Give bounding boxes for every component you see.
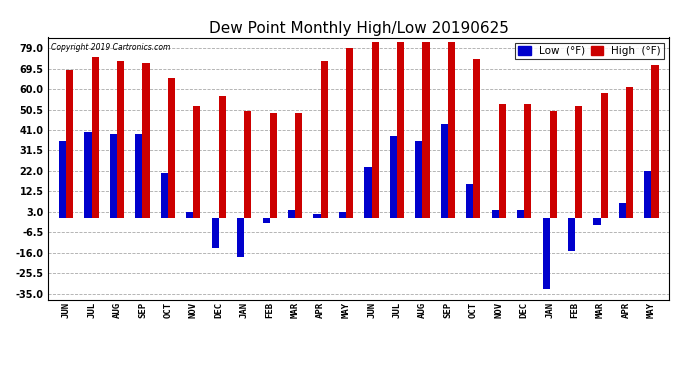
Bar: [117, 61, 124, 218]
Bar: [466, 184, 473, 218]
Bar: [186, 212, 193, 218]
Bar: [237, 218, 244, 257]
Bar: [66, 70, 73, 218]
Title: Dew Point Monthly High/Low 20190625: Dew Point Monthly High/Low 20190625: [209, 21, 509, 36]
Bar: [364, 166, 371, 218]
Legend: Low  (°F), High  (°F): Low (°F), High (°F): [515, 43, 664, 59]
Bar: [575, 106, 582, 218]
Bar: [542, 218, 550, 289]
Bar: [135, 134, 142, 218]
Text: Copyright 2019 Cartronics.com: Copyright 2019 Cartronics.com: [51, 43, 171, 52]
Bar: [244, 111, 251, 218]
Bar: [142, 63, 150, 218]
Bar: [263, 218, 270, 222]
Bar: [168, 78, 175, 218]
Bar: [593, 218, 600, 225]
Bar: [492, 210, 499, 218]
Bar: [313, 214, 321, 218]
Bar: [339, 212, 346, 218]
Bar: [626, 87, 633, 218]
Bar: [84, 132, 92, 218]
Bar: [295, 113, 302, 218]
Bar: [371, 42, 379, 218]
Bar: [441, 124, 448, 218]
Bar: [212, 218, 219, 248]
Bar: [524, 104, 531, 218]
Bar: [600, 93, 608, 218]
Bar: [550, 111, 557, 218]
Bar: [193, 106, 201, 218]
Bar: [422, 42, 430, 218]
Bar: [568, 218, 575, 250]
Bar: [415, 141, 422, 218]
Bar: [473, 59, 480, 218]
Bar: [288, 210, 295, 218]
Bar: [110, 134, 117, 218]
Bar: [499, 104, 506, 218]
Bar: [651, 66, 659, 218]
Bar: [390, 136, 397, 218]
Bar: [161, 173, 168, 218]
Bar: [92, 57, 99, 218]
Bar: [397, 42, 404, 218]
Bar: [219, 96, 226, 218]
Bar: [270, 113, 277, 218]
Bar: [321, 61, 328, 218]
Bar: [59, 141, 66, 218]
Bar: [346, 48, 353, 218]
Bar: [644, 171, 651, 218]
Bar: [619, 203, 626, 218]
Bar: [448, 42, 455, 218]
Bar: [517, 210, 524, 218]
